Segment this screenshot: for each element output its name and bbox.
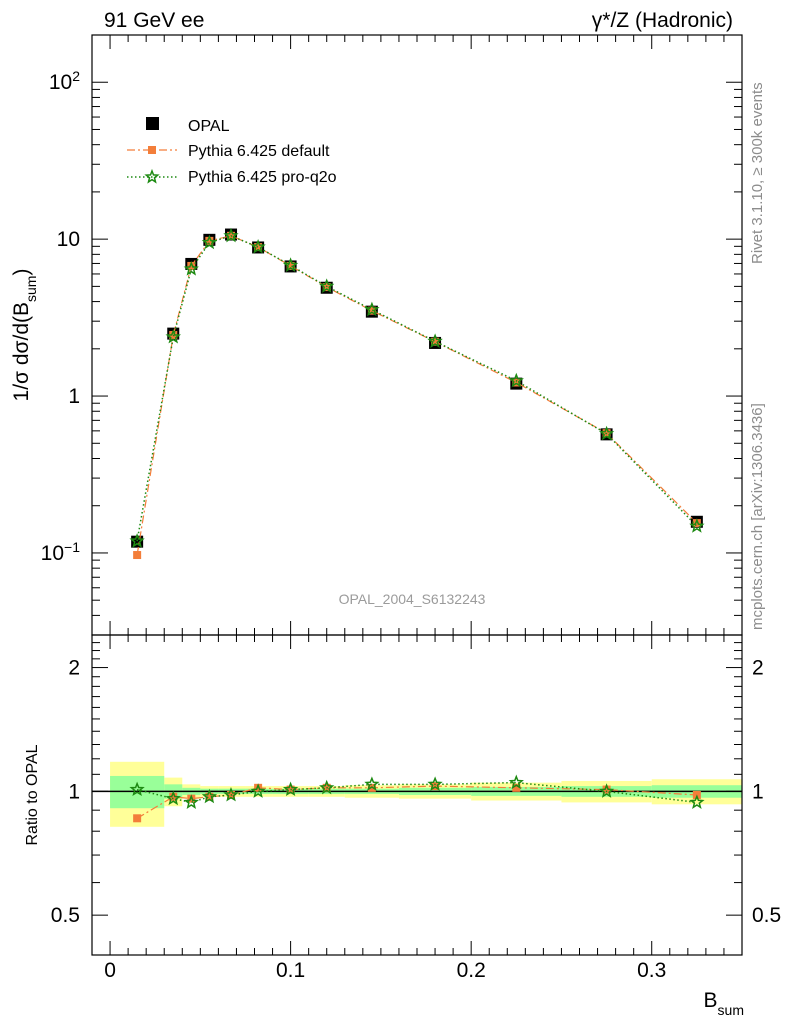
rivet-version-label: Rivet 3.1.10, ≥ 300k events xyxy=(749,82,766,264)
pythia-default-point xyxy=(286,261,295,270)
ratio-pythia-default-point xyxy=(205,792,214,801)
main-series-layer xyxy=(129,227,705,560)
ratio-pythia-proq2o-line xyxy=(136,781,697,804)
ratio-pythia-proq2o-point xyxy=(598,783,615,798)
ratio-pythia-default-point xyxy=(133,814,142,823)
ratio-pythia-default-point xyxy=(169,792,178,801)
ratio-pythia-proq2o-point xyxy=(250,783,266,798)
ratio-y-tick-label-right: 2 xyxy=(752,657,764,680)
legend-label-proq2o: Pythia 6.425 pro-q2o xyxy=(188,169,337,186)
pythia-default-line xyxy=(136,235,698,556)
x-tick-labels: 0 0.1 0.2 0.3 xyxy=(104,959,666,982)
pythia-proq2o-point xyxy=(364,301,380,317)
pythia-proq2o-point xyxy=(598,425,615,441)
main-y-tick-label: 10−1 xyxy=(41,539,81,565)
ratio-y-tick-label: 2 xyxy=(68,657,80,680)
ratio-pythia-default-point xyxy=(187,794,196,803)
ratio-pythia-proq2o-point xyxy=(183,794,199,809)
ratio-pythia-proq2o-point xyxy=(427,776,443,791)
pythia-proq2o-point xyxy=(427,333,443,349)
main-y-tick-label: 102 xyxy=(49,68,80,94)
legend-marker-opal xyxy=(146,117,159,130)
main-y-tick-label: 1 xyxy=(68,385,80,408)
ratio-axis-ticks xyxy=(92,634,743,956)
pythia-proq2o-point xyxy=(201,234,218,250)
pythia-default-point xyxy=(367,306,376,315)
ratio-pythia-default-point xyxy=(602,785,611,794)
analysis-label: OPAL_2004_S6132243 xyxy=(339,591,486,607)
ratio-pythia-default-point xyxy=(431,782,440,791)
ratio-panel: 0.5 0.5 1 1 2 2 0 0.1 0.2 0.3 Ratio to OPAL Bsum xyxy=(24,634,781,1018)
pythia-proq2o-point xyxy=(250,239,266,254)
ratio-y-tick-label: 1 xyxy=(68,780,80,803)
ratio-pythia-proq2o-point xyxy=(508,774,524,790)
pythia-proq2o-point xyxy=(319,278,335,293)
ratio-pythia-default-point xyxy=(254,783,263,792)
ratio-pythia-proq2o-point xyxy=(282,781,299,797)
ratio-pythia-proq2o-point xyxy=(319,779,335,795)
ratio-pythia-proq2o-point xyxy=(129,781,145,797)
ratio-y-tick-labels: 0.5 0.5 1 1 2 2 xyxy=(51,657,781,928)
main-y-tick-label: 10 xyxy=(57,228,80,251)
legend-label-default: Pythia 6.425 default xyxy=(188,143,330,160)
ratio-pythia-proq2o-point xyxy=(201,788,218,804)
ratio-y-tick-label: 0.5 xyxy=(51,904,80,927)
mcplots-label: mcplots.cern.ch [arXiv:1306.3436] xyxy=(749,403,766,630)
header-right: γ*/Z (Hadronic) xyxy=(592,9,733,32)
pythia-default-point xyxy=(512,378,521,387)
legend-label-opal: OPAL xyxy=(188,118,230,135)
pythia-proq2o-point xyxy=(689,518,705,533)
x-tick-label: 0.2 xyxy=(457,959,486,982)
header-left: 91 GeV ee xyxy=(104,9,204,32)
main-y-axis-title: 1/σ dσ/d(Bsum) xyxy=(10,269,39,402)
ratio-series-layer xyxy=(129,774,705,823)
pythia-proq2o-point xyxy=(165,328,181,344)
tick-base: 10 xyxy=(41,542,64,565)
tick-base: 10 xyxy=(49,71,72,94)
ratio-y-axis-title: Ratio to OPAL xyxy=(24,744,41,845)
tick-exponent: 2 xyxy=(72,68,80,84)
tick-exponent: −1 xyxy=(64,539,80,555)
ratio-y-tick-label-right: 0.5 xyxy=(752,904,781,927)
x-tick-label: 0 xyxy=(104,959,116,982)
legend-marker-proq2o xyxy=(144,168,160,184)
ratio-pythia-proq2o-point xyxy=(165,790,181,806)
pythia-default-point xyxy=(431,337,440,346)
ratio-y-tick-label-right: 1 xyxy=(752,780,764,803)
pythia-default-point xyxy=(205,236,214,245)
legend-marker-default xyxy=(148,146,156,154)
pythia-default-point xyxy=(133,551,142,560)
ratio-pythia-default-point xyxy=(512,783,521,792)
x-axis-title: Bsum xyxy=(704,989,744,1018)
pythia-proq2o-line xyxy=(136,235,698,542)
x-tick-label: 0.1 xyxy=(276,959,305,982)
ratio-pythia-proq2o-point xyxy=(689,794,705,810)
pythia-default-point xyxy=(692,519,701,528)
pythia-proq2o-point xyxy=(508,372,524,388)
ratio-pythia-proq2o-point xyxy=(364,776,380,791)
pythia-proq2o-point xyxy=(183,260,199,276)
pythia-default-point xyxy=(187,261,196,270)
pythia-proq2o-point xyxy=(223,227,239,243)
pythia-default-point xyxy=(254,243,263,252)
pythia-proq2o-point xyxy=(282,257,299,272)
legend: OPAL Pythia 6.425 default Pythia 6.425 p… xyxy=(127,117,337,186)
legend-star-shape xyxy=(144,168,160,184)
x-tick-label: 0.3 xyxy=(637,959,666,982)
pythia-proq2o-point xyxy=(129,533,145,548)
ratio-pythia-proq2o-point xyxy=(223,786,239,802)
